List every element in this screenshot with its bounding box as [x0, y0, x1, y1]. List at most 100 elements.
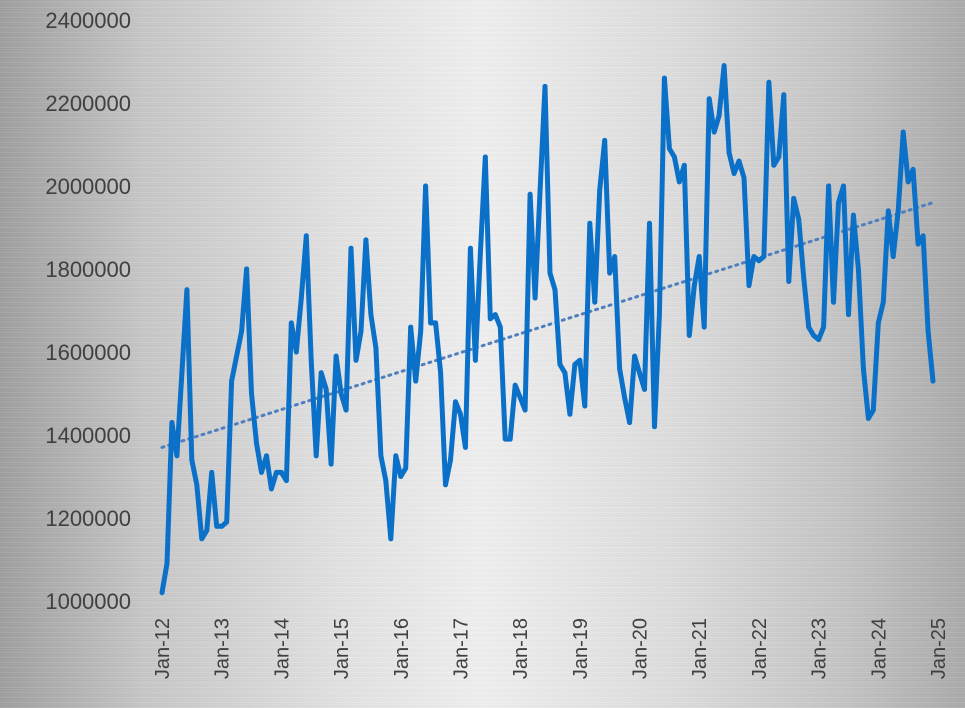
data-point — [358, 328, 364, 334]
data-point — [706, 96, 712, 102]
data-point — [244, 266, 249, 272]
data-point — [826, 183, 831, 189]
data-point — [657, 312, 662, 318]
data-point — [288, 320, 294, 326]
data-point — [338, 391, 344, 396]
data-point — [522, 407, 528, 413]
data-point — [637, 370, 642, 376]
data-point — [463, 445, 468, 450]
data-point — [497, 324, 503, 330]
data-point — [642, 386, 647, 392]
data-point — [900, 129, 906, 135]
data-point — [482, 154, 488, 160]
x-tick-label: Jan-14 — [271, 618, 293, 679]
data-point — [905, 179, 911, 185]
data-point — [776, 154, 782, 160]
x-tick-label: Jan-20 — [630, 618, 652, 679]
data-point — [472, 357, 478, 363]
data-point — [856, 266, 861, 272]
y-tick-label: 2200000 — [45, 91, 131, 116]
data-point — [388, 536, 394, 542]
data-point — [229, 378, 235, 384]
data-point — [875, 320, 881, 326]
data-point — [567, 411, 573, 417]
data-point — [846, 312, 851, 318]
data-point — [254, 440, 259, 446]
data-point — [865, 416, 871, 421]
data-point — [895, 208, 901, 214]
series-line — [159, 63, 936, 596]
data-point — [333, 353, 339, 359]
y-axis-ticks: 1000000 1200000 1400000 1600000 1800000 20000… — [45, 8, 131, 614]
data-point — [517, 395, 523, 401]
data-point — [393, 453, 399, 459]
data-point — [234, 353, 240, 359]
data-point — [796, 216, 802, 222]
data-point — [373, 345, 379, 351]
data-point — [766, 79, 772, 85]
data-point — [308, 357, 314, 363]
data-point — [492, 312, 498, 318]
x-tick-label: Jan-13 — [212, 618, 234, 679]
data-point — [298, 295, 304, 301]
data-point — [691, 283, 697, 288]
data-point — [328, 461, 334, 467]
data-point — [448, 457, 453, 463]
data-point — [512, 382, 518, 388]
data-point — [199, 536, 205, 542]
data-point — [453, 399, 458, 405]
data-point — [269, 486, 274, 492]
data-point — [343, 407, 349, 413]
data-point — [507, 436, 513, 442]
data-point — [716, 113, 722, 118]
data-point — [303, 233, 309, 239]
data-point — [443, 482, 448, 488]
data-point — [323, 386, 329, 392]
data-point — [801, 274, 807, 280]
y-tick-label: 1800000 — [45, 257, 131, 282]
data-point — [562, 370, 568, 376]
y-tick-label: 2000000 — [45, 174, 131, 199]
data-point — [686, 333, 692, 338]
data-point — [751, 254, 757, 259]
data-point — [433, 320, 438, 326]
data-point — [701, 324, 707, 330]
data-point — [418, 328, 424, 334]
data-point — [577, 357, 583, 363]
data-point — [283, 478, 289, 484]
data-point — [542, 84, 548, 89]
data-point — [726, 150, 732, 156]
data-point — [278, 469, 284, 475]
data-point — [174, 453, 180, 459]
data-point — [627, 420, 632, 425]
data-point — [851, 212, 856, 218]
data-point — [477, 250, 483, 255]
data-point — [791, 196, 797, 201]
x-tick-label: Jan-24 — [868, 618, 890, 679]
data-point — [920, 233, 926, 239]
data-point — [458, 411, 463, 417]
data-point — [681, 162, 687, 168]
data-point — [219, 523, 225, 529]
data-point — [671, 154, 677, 160]
data-point — [831, 299, 836, 305]
x-tick-label: Jan-15 — [331, 618, 353, 679]
data-point — [915, 241, 921, 247]
x-tick-label: Jan-17 — [450, 618, 472, 679]
x-tick-label: Jan-25 — [928, 618, 950, 679]
data-point — [557, 362, 563, 367]
data-point — [612, 254, 618, 259]
data-point — [582, 403, 588, 409]
x-tick-label: Jan-16 — [391, 618, 413, 679]
data-point — [696, 254, 702, 259]
data-point — [159, 590, 165, 596]
data-point — [836, 200, 841, 206]
data-point — [602, 137, 608, 143]
data-point — [169, 420, 175, 425]
data-point — [617, 366, 623, 371]
data-point — [249, 391, 254, 396]
data-point — [423, 183, 429, 189]
data-point — [408, 324, 414, 330]
data-point — [746, 283, 752, 288]
data-point — [910, 167, 916, 172]
